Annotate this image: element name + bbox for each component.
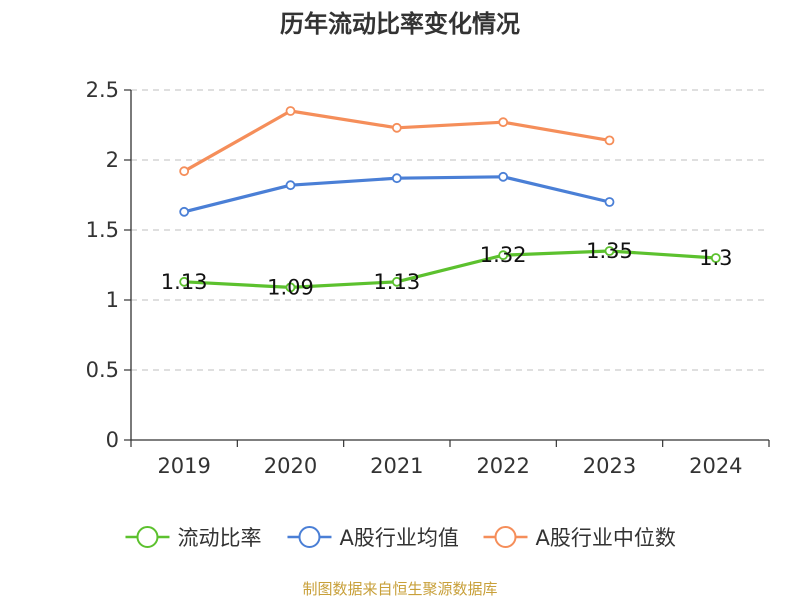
y-tick-label: 0: [106, 428, 119, 452]
legend: 流动比率 A股行业均值 A股行业中位数: [125, 526, 676, 550]
axes: 0 0.5 1 1.5 2 2.5 2019 2020 2021 2022 2023 2024: [86, 78, 770, 478]
data-point: [498, 171, 509, 182]
data-point: [391, 122, 402, 133]
series-lines: [179, 106, 721, 293]
y-tick-label: 2.5: [86, 78, 119, 102]
data-point: [391, 173, 402, 184]
data-point: [179, 166, 190, 177]
y-tick-label: 1: [106, 288, 119, 312]
data-point: [391, 276, 402, 287]
x-tick-label: 2021: [370, 454, 423, 478]
legend-label: A股行业中位数: [536, 526, 676, 550]
series-line: [182, 249, 718, 289]
legend-label: A股行业均值: [339, 526, 458, 550]
y-tick-label: 0.5: [86, 358, 119, 382]
data-label: 1.09: [267, 275, 314, 299]
y-tick-label: 2: [106, 148, 119, 172]
data-point: [285, 106, 296, 116]
legend-item[interactable]: 流动比率: [125, 526, 261, 550]
x-tick-label: 2020: [264, 454, 317, 478]
data-label: 1.35: [586, 239, 633, 263]
data-point: [604, 135, 615, 146]
data-label: 1.13: [373, 270, 420, 294]
source-note: 制图数据来自恒生聚源数据库: [302, 580, 497, 598]
x-tick-label: 2024: [689, 454, 742, 478]
data-point: [179, 276, 190, 287]
grid-lines: [131, 89, 769, 371]
legend-item[interactable]: A股行业中位数: [483, 526, 676, 550]
data-point: [179, 206, 190, 217]
legend-label: 流动比率: [177, 526, 261, 550]
data-point: [498, 250, 509, 261]
data-point: [710, 253, 721, 263]
series-line: [182, 109, 612, 173]
data-point: [285, 180, 296, 191]
legend-circle-icon: [494, 526, 517, 548]
data-labels: 1.13 1.09 1.13 1.32 1.35 1.3: [161, 239, 733, 299]
data-label: 1.32: [480, 243, 527, 267]
legend-item[interactable]: A股行业均值: [287, 526, 459, 550]
data-point: [285, 282, 296, 293]
data-label: 1.3: [699, 246, 732, 270]
legend-circle-icon: [298, 526, 321, 548]
data-point: [604, 197, 615, 207]
y-tick-label: 1.5: [86, 218, 119, 242]
data-point: [498, 117, 509, 128]
x-tick-label: 2023: [583, 454, 636, 478]
x-tick-label: 2022: [476, 454, 529, 478]
data-point: [604, 246, 615, 256]
x-tick-label: 2019: [157, 454, 210, 478]
data-label: 1.13: [161, 270, 208, 294]
legend-circle-icon: [136, 526, 159, 548]
chart-title: 历年流动比率变化情况: [280, 10, 520, 38]
